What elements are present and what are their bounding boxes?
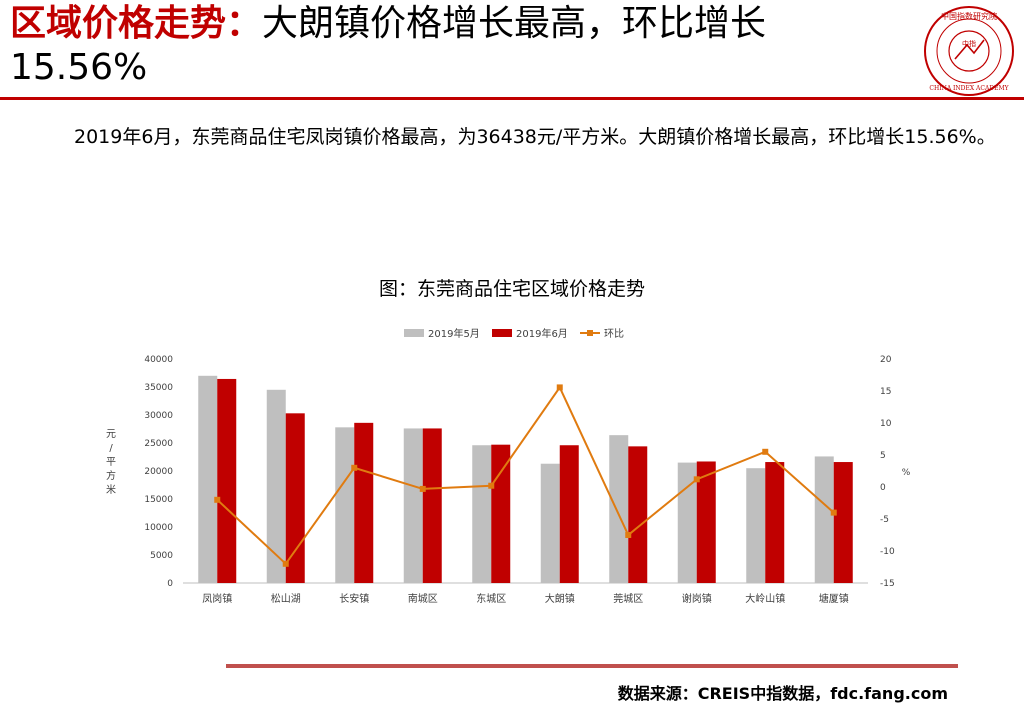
x-tick-label: 长安镇: [339, 592, 369, 605]
y2-tick-label: -10: [880, 547, 895, 557]
x-tick-label: 谢岗镇: [682, 592, 712, 605]
bar-may: [266, 389, 286, 583]
bar-june: [354, 422, 374, 583]
title-highlight: 区域价格走势：: [10, 3, 263, 44]
line-point: [419, 485, 426, 492]
bar-june: [285, 413, 305, 583]
legend-marker: [587, 330, 593, 336]
legend-label: 2019年6月: [516, 327, 568, 340]
y-axis-label-char: 元: [106, 429, 116, 440]
line-point: [488, 482, 495, 489]
chart-title: 图：东莞商品住宅区域价格走势: [378, 278, 645, 300]
y-axis-label-char: 米: [106, 483, 116, 496]
y-tick-label: 5000: [150, 551, 173, 561]
y2-tick-label: 0: [880, 483, 886, 493]
logo-bottom-text: CHINA INDEX ACADEMY: [929, 85, 1009, 92]
title-rest: 大朗镇价格增长最高，环比增长: [262, 3, 767, 44]
logo-center-text: 中指: [962, 39, 976, 48]
legend-label: 环比: [604, 328, 624, 340]
y-tick-label: 20000: [144, 467, 173, 477]
bar-june: [765, 462, 785, 583]
bar-may: [403, 428, 423, 583]
footer-divider: [226, 664, 958, 668]
y-tick-label: 40000: [144, 355, 173, 365]
y2-axis-label: %: [902, 468, 911, 478]
y2-tick-label: 20: [880, 355, 892, 365]
bar-may: [472, 445, 492, 583]
y2-tick-label: -15: [880, 579, 895, 589]
title-value: 15.56%: [10, 47, 148, 88]
bar-may: [677, 462, 697, 583]
y-tick-label: 10000: [144, 523, 173, 533]
bar-may: [540, 463, 560, 583]
legend-swatch: [492, 329, 512, 337]
y2-tick-label: 10: [880, 419, 892, 429]
y-axis-label-char: 方: [106, 469, 116, 482]
y-tick-label: 15000: [144, 495, 173, 505]
bar-june: [559, 445, 579, 583]
china-index-academy-logo: 中指 中国指数研究院 CHINA INDEX ACADEMY: [924, 6, 1014, 96]
bar-may: [335, 427, 355, 583]
bar-may: [814, 456, 834, 583]
x-tick-label: 莞城区: [613, 593, 643, 605]
y-tick-label: 30000: [144, 411, 173, 421]
bar-june: [696, 461, 716, 583]
x-tick-label: 凤岗镇: [202, 592, 232, 605]
y2-tick-label: -5: [880, 515, 889, 525]
data-source: 数据来源：CREIS中指数据，fdc.fang.com: [617, 684, 948, 703]
y-tick-label: 35000: [144, 383, 173, 393]
line-point: [830, 509, 837, 516]
x-tick-label: 南城区: [408, 592, 438, 605]
x-tick-label: 松山湖: [271, 592, 301, 605]
bar-june: [491, 444, 511, 583]
x-tick-label: 大朗镇: [545, 592, 575, 605]
y2-tick-label: 15: [880, 387, 891, 397]
bar-june: [422, 428, 442, 583]
logo-emblem: 中指: [948, 30, 990, 72]
line-point: [556, 384, 563, 391]
title-divider: [0, 97, 1024, 100]
line-point: [693, 476, 700, 483]
line-point: [351, 464, 358, 471]
bar-june: [833, 462, 853, 583]
bar-may: [198, 375, 218, 583]
y-tick-label: 25000: [144, 439, 173, 449]
x-tick-label: 东城区: [476, 592, 506, 605]
bar-june: [628, 446, 648, 583]
line-mom: [216, 385, 835, 566]
line-point: [762, 448, 769, 455]
logo-top-text: 中国指数研究院: [941, 11, 997, 21]
x-tick-label: 大岭山镇: [745, 592, 785, 605]
y-axis-label-char: /: [109, 443, 113, 454]
bar-june: [217, 378, 237, 583]
y-tick-label: 0: [167, 579, 173, 589]
bar-may: [746, 468, 766, 583]
y-axis-label-char: 平: [106, 457, 116, 468]
legend-swatch: [404, 329, 424, 337]
bar-may: [609, 435, 629, 583]
summary-paragraph: 2019年6月，东莞商品住宅凤岗镇价格最高，为36438元/平方米。大朗镇价格增…: [74, 126, 996, 148]
line-point: [214, 496, 221, 503]
legend-label: 2019年5月: [428, 327, 480, 340]
y2-tick-label: 5: [880, 451, 886, 461]
line-point: [625, 532, 632, 538]
line-point: [282, 560, 289, 567]
page-title: 区域价格走势：大朗镇价格增长最高，环比增长 15.56%: [10, 2, 910, 90]
x-tick-label: 塘厦镇: [819, 592, 849, 605]
